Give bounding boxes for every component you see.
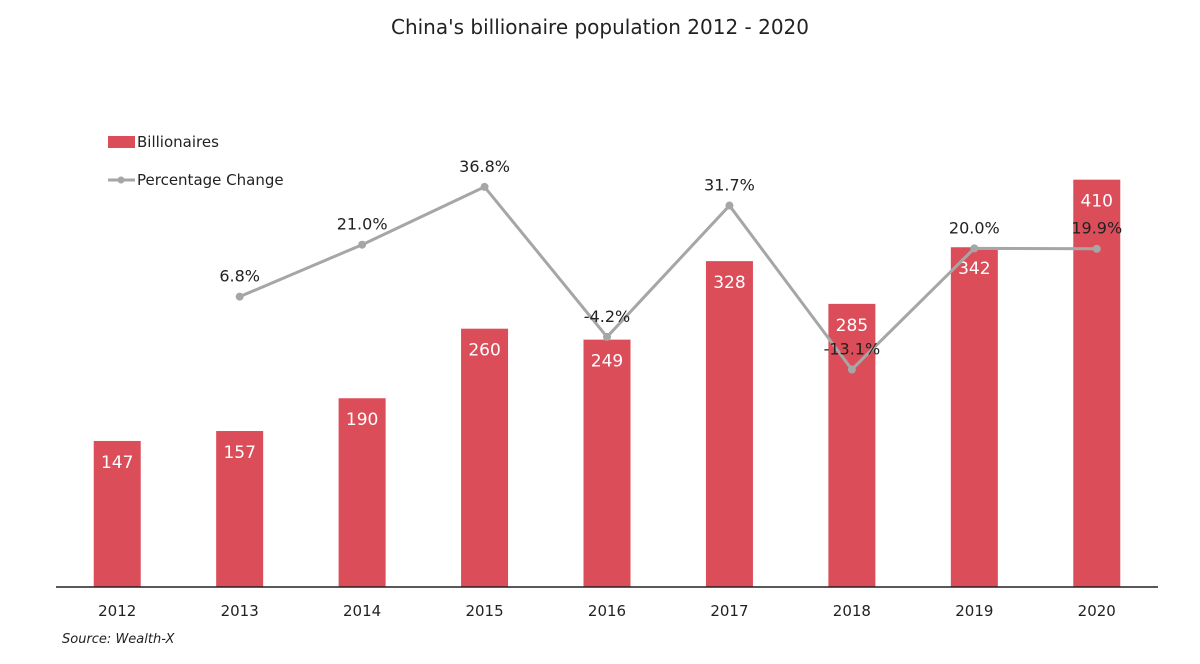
x-axis-ticks: 2012 2013 2014 2015 2016 2017 2018 2019 2020 — [98, 602, 1116, 620]
legend-line-marker — [117, 176, 125, 184]
bar-label-2012: 147 — [101, 453, 133, 473]
percentage-labels: 6.8% 21.0% 36.8% -4.2% 31.7% -13.1% 20.0% 19.9% — [219, 157, 1122, 359]
bar-value-labels: 147 157 190 260 249 328 285 342 410 — [101, 192, 1113, 473]
percentage-point — [603, 332, 611, 341]
bar-label-2014: 190 — [346, 410, 378, 430]
percentage-point — [480, 182, 489, 191]
x-tick-2014: 2014 — [343, 602, 381, 620]
percentage-point — [725, 201, 734, 210]
x-tick-2015: 2015 — [465, 602, 503, 620]
source-note: Source: Wealth-X — [62, 632, 175, 647]
bar-label-2020: 410 — [1081, 192, 1113, 212]
bar-2017 — [705, 261, 753, 587]
bar-label-2018: 285 — [836, 316, 868, 336]
percentage-line-series — [235, 182, 1101, 374]
percentage-point — [235, 292, 244, 301]
bar-series — [93, 179, 1121, 587]
pct-label-2018: -13.1% — [824, 339, 881, 358]
legend-bar-swatch — [108, 136, 135, 148]
bar-label-2013: 157 — [223, 443, 255, 463]
percentage-point — [847, 365, 856, 374]
bar-2012 — [93, 440, 141, 587]
percentage-point — [970, 244, 979, 253]
bar-2018 — [828, 303, 876, 587]
bar-label-2015: 260 — [468, 341, 500, 361]
pct-label-2019: 20.0% — [949, 218, 1000, 237]
legend-line-label: Percentage Change — [137, 171, 284, 189]
x-tick-2017: 2017 — [710, 602, 748, 620]
pct-label-2017: 31.7% — [704, 176, 755, 195]
percentage-point — [358, 240, 367, 249]
legend: Billionaires Percentage Change — [108, 133, 284, 189]
bar-2015 — [461, 328, 509, 587]
x-tick-2016: 2016 — [588, 602, 626, 620]
bar-2019 — [950, 247, 998, 587]
bar-2013 — [216, 431, 264, 587]
chart-title: China's billionaire population 2012 - 20… — [391, 15, 809, 39]
percentage-point — [1092, 244, 1101, 253]
bar-2020 — [1073, 179, 1121, 587]
pct-label-2016: -4.2% — [584, 307, 630, 326]
bar-label-2017: 328 — [713, 273, 745, 293]
bar-2014 — [338, 398, 386, 587]
percentage-line — [239, 185, 1097, 371]
pct-label-2013: 6.8% — [219, 267, 260, 286]
x-tick-2019: 2019 — [955, 602, 993, 620]
pct-label-2014: 21.0% — [337, 215, 388, 234]
legend-bar-label: Billionaires — [137, 133, 219, 151]
bar-2016 — [583, 339, 631, 587]
x-tick-2018: 2018 — [833, 602, 871, 620]
x-tick-2012: 2012 — [98, 602, 136, 620]
pct-label-2020: 19.9% — [1071, 219, 1122, 238]
bar-label-2019: 342 — [958, 259, 990, 279]
bar-label-2016: 249 — [591, 352, 623, 372]
pct-label-2015: 36.8% — [459, 157, 510, 176]
x-tick-2020: 2020 — [1078, 602, 1116, 620]
x-tick-2013: 2013 — [221, 602, 259, 620]
